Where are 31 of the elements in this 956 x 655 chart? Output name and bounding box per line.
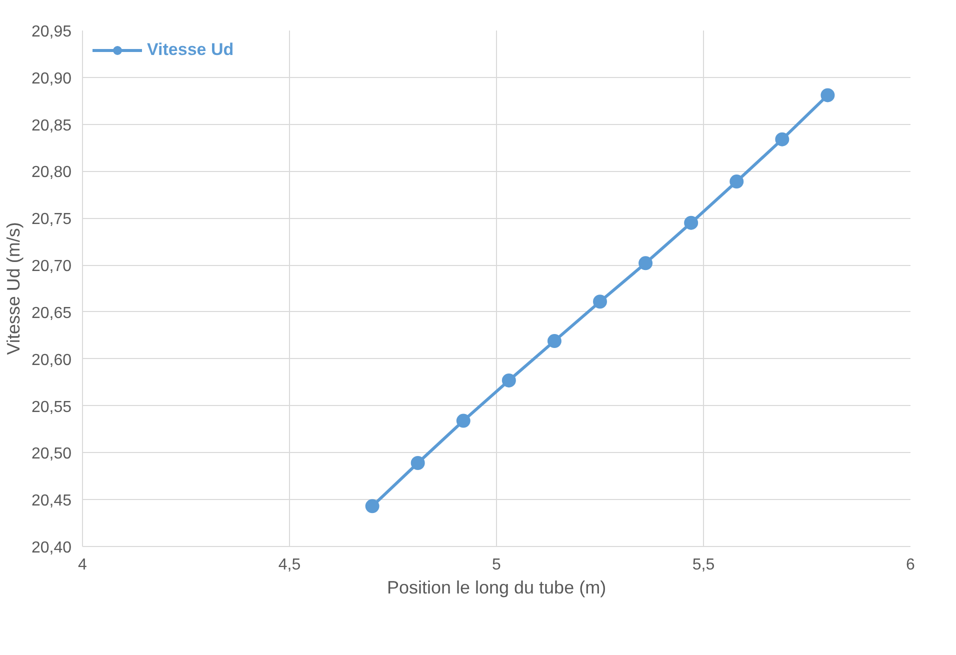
point: [820, 88, 835, 102]
y-tick-label: 20,65: [31, 304, 72, 322]
point: [456, 414, 470, 428]
point: [684, 216, 698, 230]
legend-label: Vitesse Ud: [147, 40, 234, 60]
point: [365, 499, 380, 514]
point: [502, 373, 516, 388]
x-tick-label: 4: [78, 556, 88, 574]
y-tick-label: 20,85: [31, 117, 72, 134]
y-axis-title: Vitesse Ud (m/s): [3, 222, 24, 355]
y-tick-label: 20,70: [31, 258, 72, 276]
y-tick-label: 20,90: [31, 70, 72, 88]
point: [410, 456, 425, 470]
y-tick-label: 20,50: [31, 446, 72, 463]
point: [638, 256, 653, 270]
x-axis-title: Position le long du tube (m): [386, 578, 606, 598]
x-tick-label: 4,5: [278, 556, 301, 574]
point: [593, 294, 607, 309]
point: [730, 174, 744, 189]
y-tick-label: 20,40: [31, 540, 72, 556]
point: [547, 334, 562, 348]
x-tick-label: 5,5: [692, 556, 715, 574]
y-tick-label: 20,60: [31, 352, 72, 369]
point: [775, 132, 790, 146]
x-tick-label: 5: [492, 556, 502, 574]
y-tick-label: 20,45: [31, 492, 72, 510]
y-tick-label: 20,75: [31, 211, 72, 228]
x-tick-label: 6: [906, 556, 916, 574]
y-tick-label: 20,80: [31, 164, 72, 182]
y-tick-label: 20,55: [31, 398, 72, 416]
y-tick-label: 20,95: [31, 24, 72, 40]
